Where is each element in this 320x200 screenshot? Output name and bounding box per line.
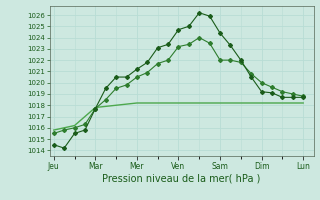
X-axis label: Pression niveau de la mer( hPa ): Pression niveau de la mer( hPa ) [102,173,261,183]
